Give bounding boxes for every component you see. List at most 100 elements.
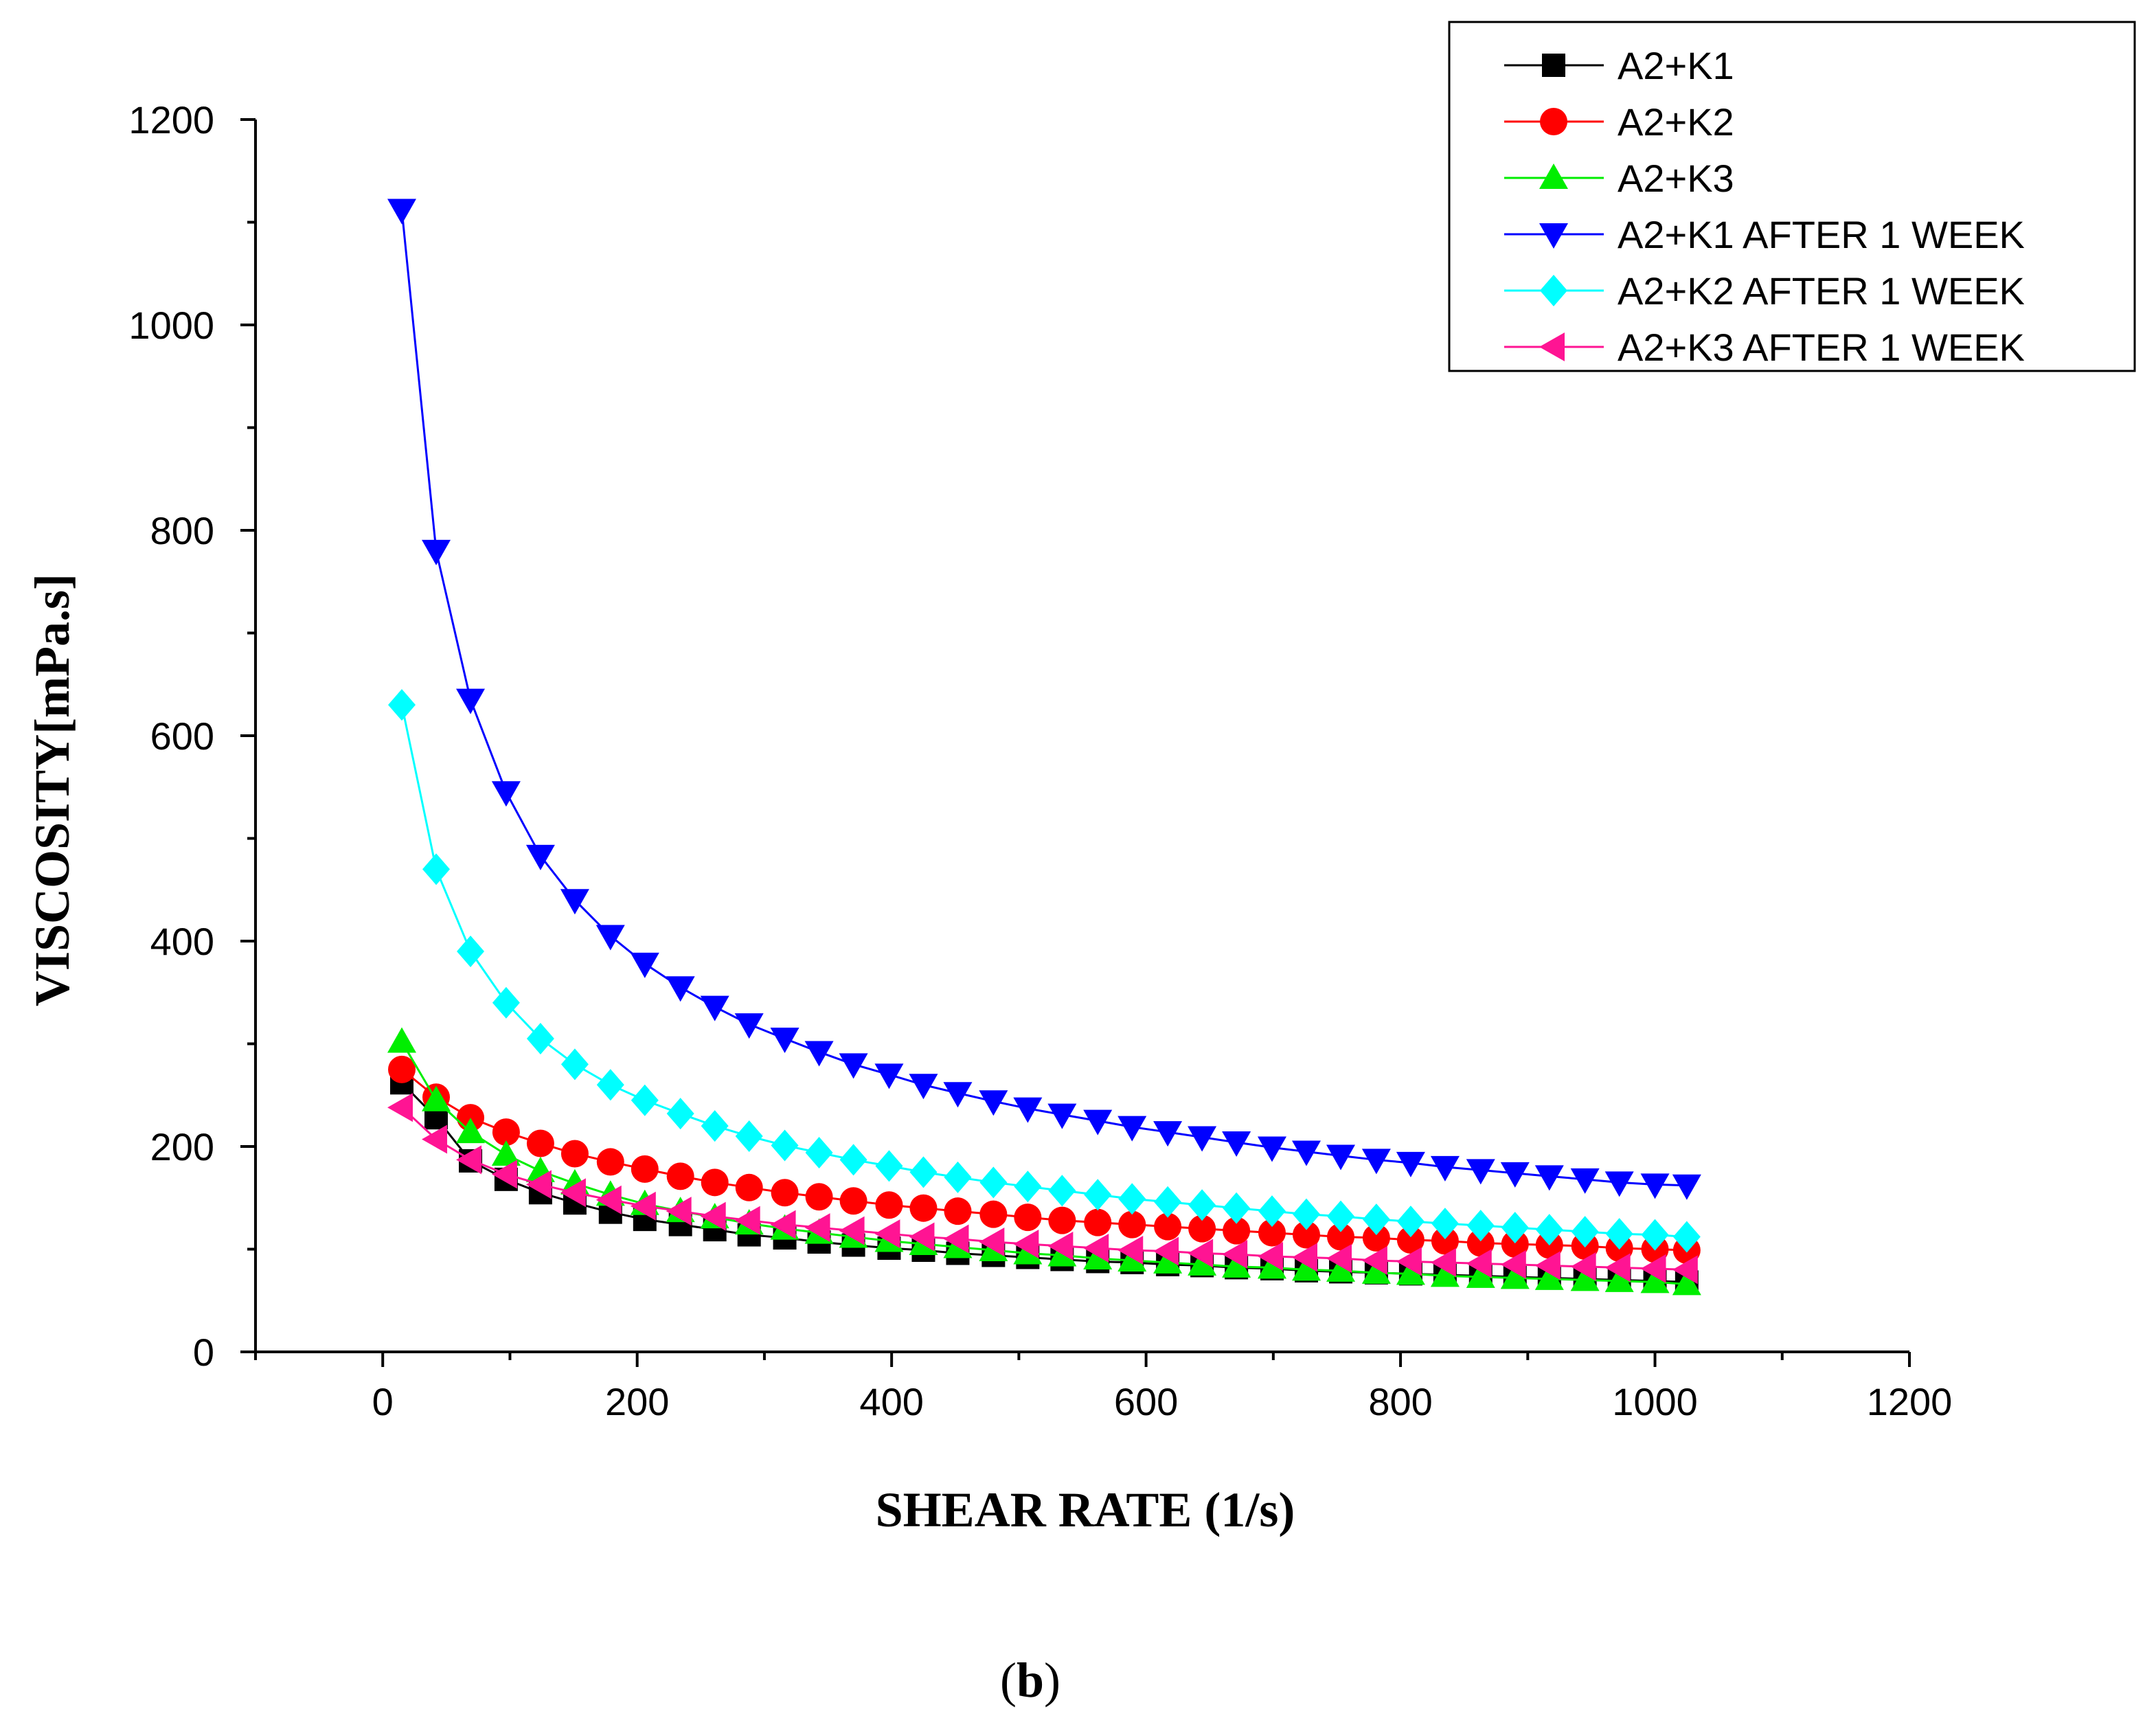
data-point	[1222, 1131, 1251, 1157]
data-point	[560, 889, 589, 915]
data-point	[700, 995, 729, 1021]
data-point	[1118, 1183, 1146, 1215]
caption-open-paren: (	[1000, 1653, 1017, 1708]
data-point	[1534, 1165, 1564, 1191]
series-a2-k1-after-1-week	[387, 199, 1701, 1200]
data-point	[1326, 1243, 1352, 1273]
data-point	[560, 1178, 586, 1208]
data-point	[1084, 1179, 1112, 1211]
data-point	[422, 539, 451, 565]
data-point	[492, 1118, 520, 1146]
series-a2-k2-after-1-week	[388, 689, 1701, 1253]
y-tick-label: 800	[150, 509, 214, 552]
legend-label: A2+K1 AFTER 1 WEEK	[1618, 213, 2025, 256]
legend-item: A2+K3	[1504, 157, 1734, 200]
data-point	[804, 1213, 830, 1243]
data-point	[1258, 1195, 1286, 1228]
data-point	[1361, 1245, 1387, 1275]
data-point	[595, 925, 625, 951]
caption-letter: b	[1017, 1653, 1044, 1708]
data-point	[525, 844, 555, 870]
legend-marker	[1539, 163, 1568, 189]
data-point	[387, 1093, 413, 1122]
data-point	[979, 1200, 1008, 1228]
data-point	[1188, 1214, 1216, 1243]
data-point	[1327, 1223, 1355, 1251]
data-point	[1083, 1234, 1109, 1263]
data-point	[1292, 1243, 1318, 1272]
x-tick-label: 400	[859, 1380, 923, 1423]
legend-box	[1448, 21, 2136, 372]
data-point	[771, 1179, 799, 1207]
data-point	[1431, 1208, 1459, 1240]
data-point	[805, 1183, 833, 1211]
data-point	[387, 199, 417, 225]
data-point	[979, 1228, 1005, 1257]
data-point	[944, 1197, 972, 1225]
data-point	[770, 1028, 799, 1054]
data-point	[839, 1144, 867, 1176]
data-point	[839, 1187, 867, 1215]
data-point	[1535, 1214, 1563, 1246]
data-point	[1153, 1121, 1183, 1147]
data-point	[1326, 1144, 1356, 1171]
data-point	[1362, 1203, 1390, 1236]
data-point	[388, 689, 416, 721]
data-point	[666, 1162, 694, 1190]
data-point	[943, 1082, 973, 1108]
data-point	[1431, 1227, 1459, 1255]
legend-item: A2+K1 AFTER 1 WEEK	[1504, 213, 2025, 256]
data-point	[1083, 1109, 1113, 1135]
y-tick-label: 0	[193, 1331, 214, 1374]
data-point	[492, 986, 520, 1019]
data-point	[1083, 1243, 1113, 1269]
data-point	[560, 1048, 589, 1081]
data-point	[1570, 1252, 1596, 1281]
data-point	[1604, 1266, 1634, 1292]
data-point	[525, 1170, 552, 1199]
data-point	[735, 1173, 763, 1201]
series-line	[400, 704, 1687, 1239]
x-axis-title: SHEAR RATE (1/s)	[876, 1482, 1295, 1537]
data-point	[560, 1140, 589, 1168]
data-point	[1672, 1255, 1698, 1285]
data-point	[422, 1125, 448, 1154]
data-point	[491, 781, 521, 807]
x-tick-label: 1000	[1612, 1380, 1698, 1423]
data-point	[1013, 1097, 1043, 1123]
data-point	[909, 1222, 935, 1252]
data-point	[1466, 1159, 1495, 1185]
data-point	[839, 1216, 865, 1245]
legend: A2+K1 A2+K2 A2+K3 A2+K1 AFTER 1 WEEK A2+K2 A…	[1448, 21, 2136, 372]
data-point	[1501, 1212, 1529, 1244]
data-point	[1292, 1140, 1321, 1166]
data-point	[1466, 1210, 1495, 1242]
legend-marker	[1539, 332, 1565, 361]
data-point	[701, 1110, 729, 1142]
data-point	[1466, 1262, 1495, 1288]
data-point	[1604, 1171, 1634, 1197]
data-point	[1188, 1239, 1214, 1268]
data-point	[735, 1120, 763, 1153]
series-a2-k2	[388, 1055, 1701, 1264]
data-point	[666, 1197, 692, 1226]
data-point	[1605, 1218, 1633, 1250]
data-point	[1430, 1155, 1460, 1182]
data-point	[1571, 1216, 1599, 1248]
legend-item: A2+K1	[1504, 44, 1734, 87]
data-point	[456, 1145, 482, 1175]
legend-label: A2+K3	[1618, 157, 1734, 200]
data-point	[1361, 1258, 1391, 1284]
y-tick-label: 1000	[128, 304, 214, 347]
data-point	[1534, 1251, 1561, 1280]
data-point	[874, 1219, 900, 1249]
data-point	[1501, 1230, 1529, 1258]
y-tick-label: 600	[150, 714, 214, 758]
data-point	[422, 1085, 451, 1111]
data-point	[1047, 1232, 1074, 1261]
series-a2-k3-after-1-week	[387, 1093, 1698, 1285]
x-tick-label: 600	[1114, 1380, 1178, 1423]
data-point	[1188, 1189, 1216, 1221]
legend-label: A2+K2	[1618, 100, 1734, 144]
